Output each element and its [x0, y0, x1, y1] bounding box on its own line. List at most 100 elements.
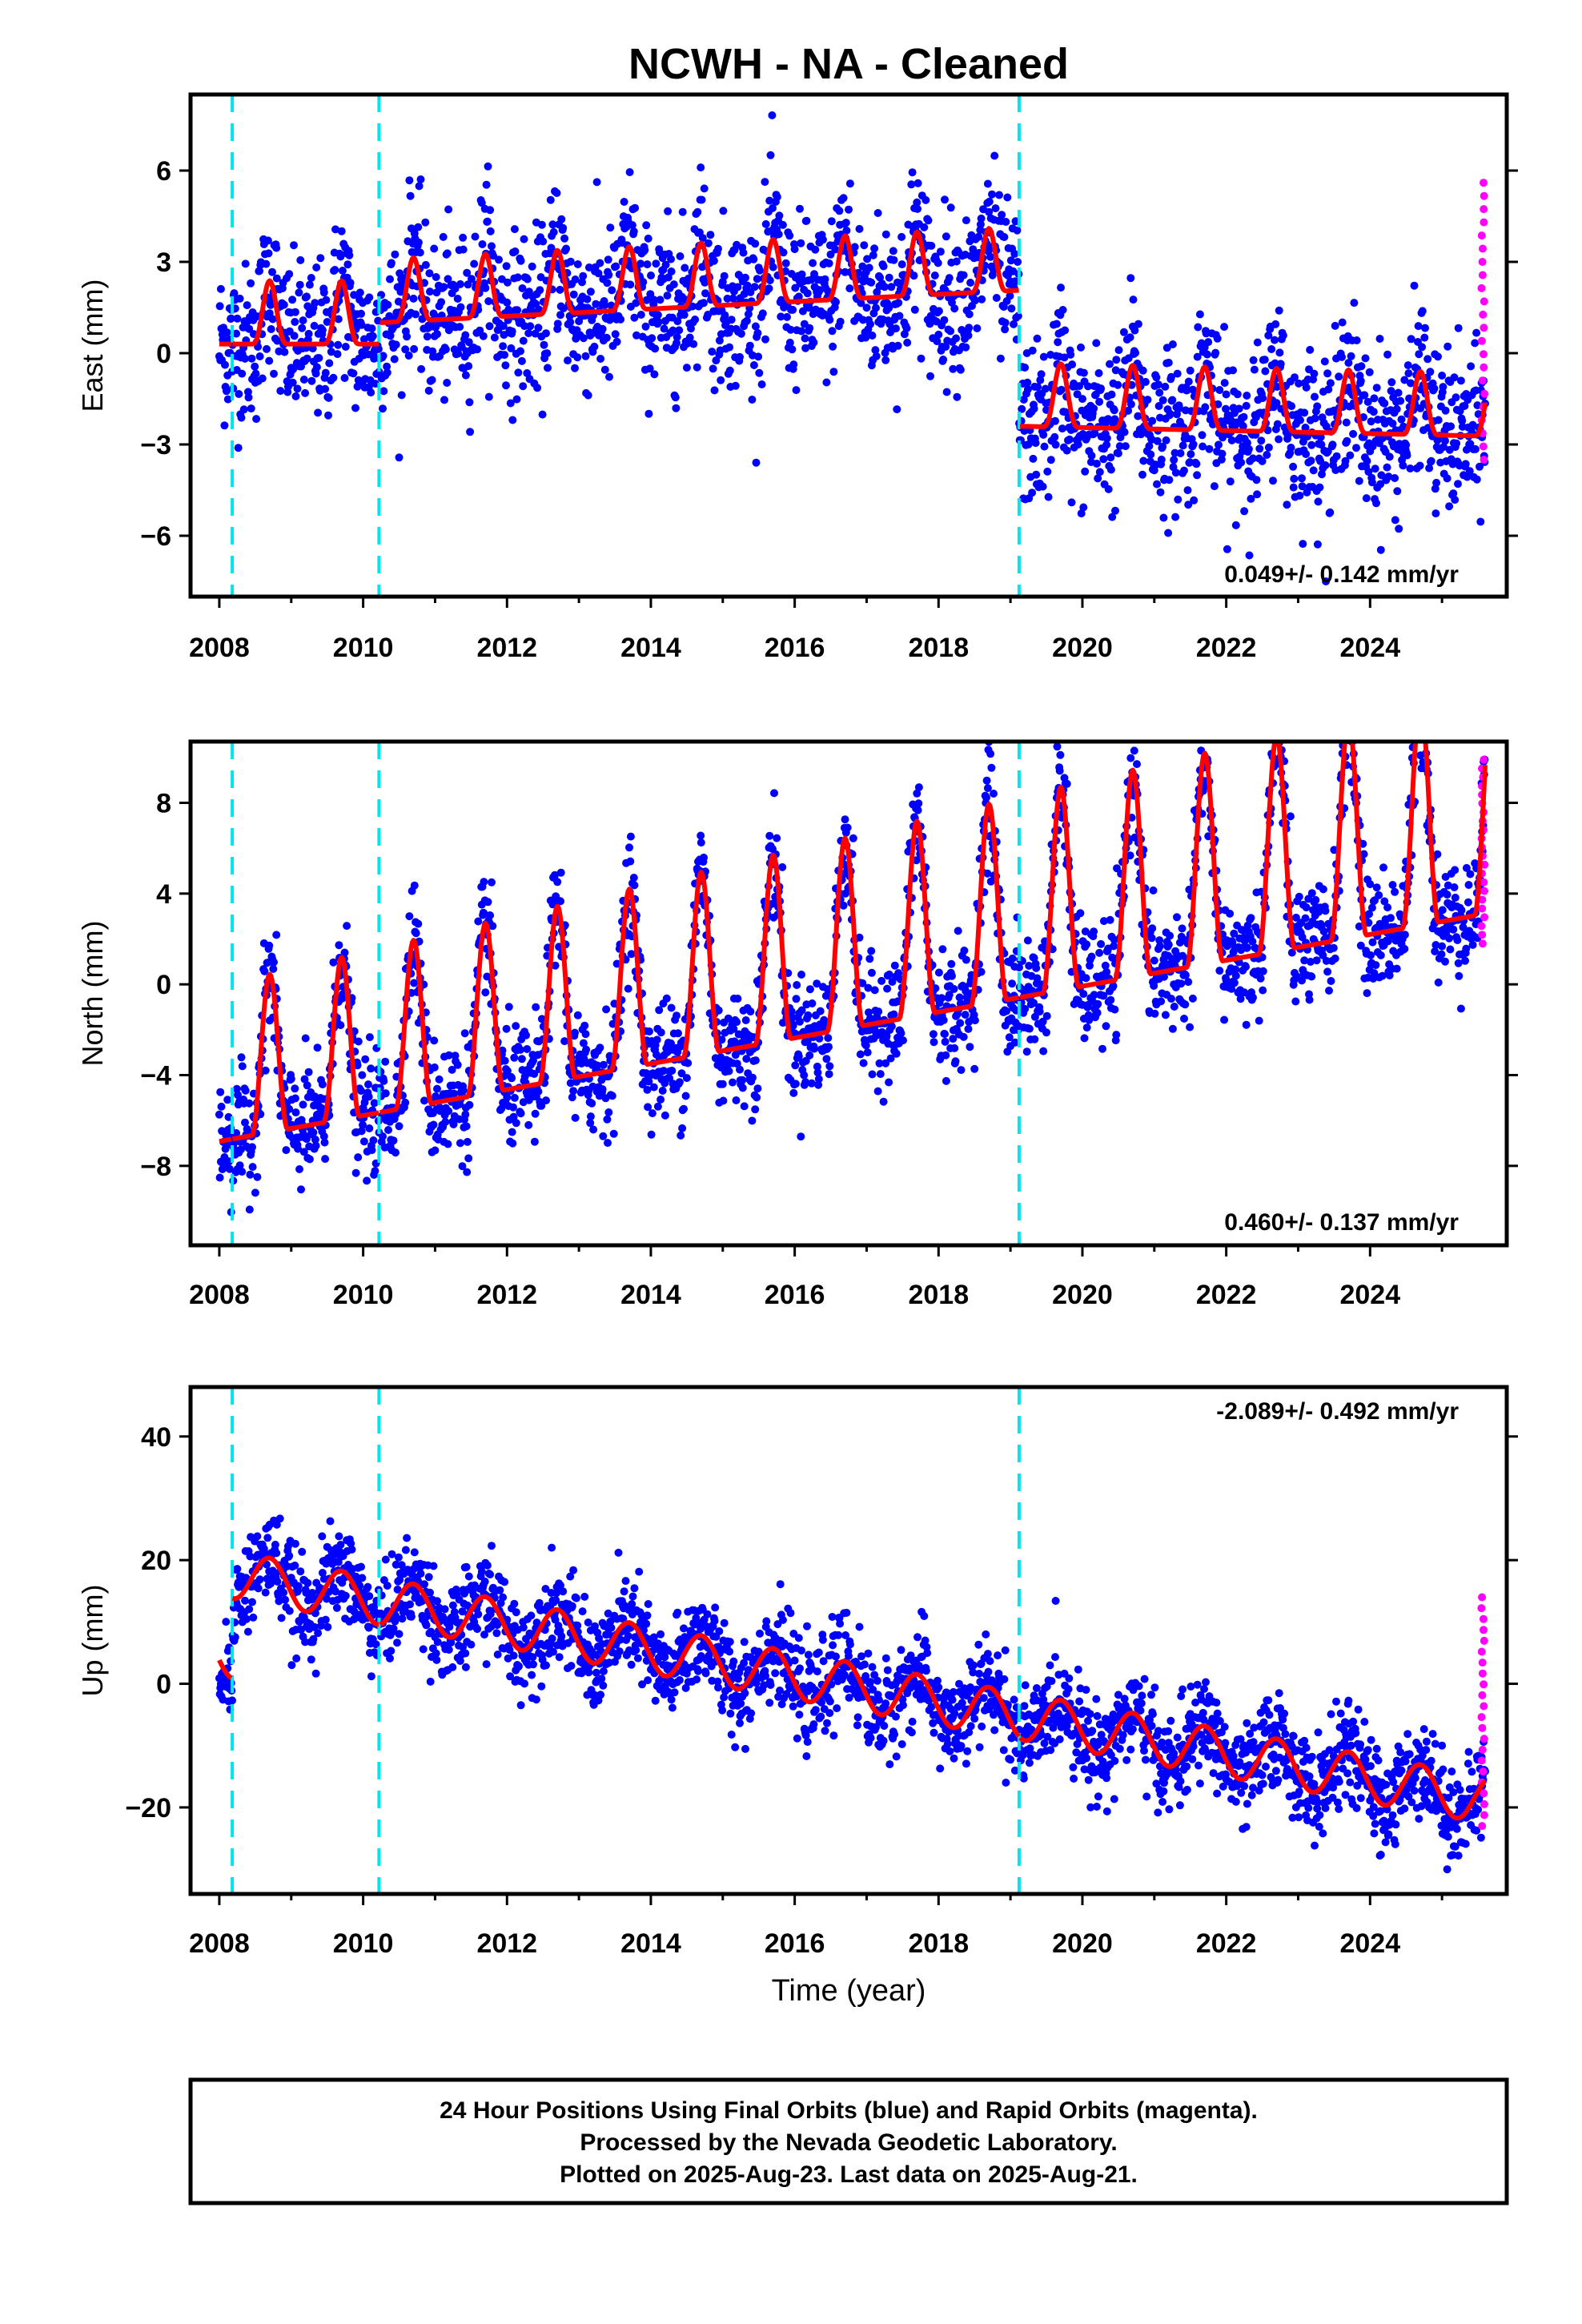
east-point [1458, 416, 1467, 425]
east-point [1092, 460, 1101, 468]
east-point [748, 396, 757, 404]
east-point [295, 288, 303, 297]
east-point [291, 308, 299, 316]
north-point [321, 1155, 330, 1164]
east-point [307, 376, 316, 385]
east-point [611, 330, 620, 339]
east-point [1153, 436, 1162, 445]
north-point [894, 969, 903, 978]
east-point [647, 271, 655, 279]
north-point [1344, 714, 1352, 722]
east-point [1044, 493, 1053, 501]
north-point [488, 878, 496, 887]
east-point [758, 309, 767, 318]
east-point [1306, 345, 1315, 354]
north-point [1321, 907, 1330, 915]
north-point [335, 941, 343, 950]
east-point [1068, 360, 1077, 369]
north-point [463, 1137, 472, 1146]
east-point [549, 227, 558, 236]
north-point [483, 972, 492, 981]
east-point [440, 283, 448, 292]
east-point [626, 280, 635, 289]
north-point [401, 1098, 410, 1107]
north-point [602, 1005, 611, 1014]
north-point [950, 985, 958, 993]
north-point [1076, 909, 1085, 918]
east-point [893, 341, 902, 350]
north-point [662, 994, 671, 1003]
east-point [1192, 460, 1201, 468]
north-point [1415, 708, 1423, 716]
north-point [465, 1100, 474, 1109]
east-point [719, 207, 728, 215]
east-point [365, 293, 374, 302]
east-point [959, 271, 968, 279]
north-point [1438, 942, 1447, 951]
east-point [516, 347, 524, 356]
east-point [1307, 440, 1316, 449]
east-point [412, 310, 420, 319]
east-point [942, 343, 950, 351]
north-point [405, 912, 414, 921]
north-point [821, 991, 830, 1000]
east-point [761, 178, 769, 187]
north-point [1062, 779, 1071, 788]
east-point [1465, 467, 1474, 476]
east-y-tick-label: 3 [156, 247, 171, 278]
east-point [395, 453, 404, 462]
north-point [788, 1013, 797, 1022]
east-point [303, 292, 311, 301]
east-point [318, 326, 327, 335]
east-point [714, 244, 722, 253]
east-point [789, 360, 798, 369]
east-point [331, 266, 339, 274]
north-point [1030, 1035, 1039, 1043]
north-point [299, 1148, 308, 1156]
north-point [678, 1124, 687, 1132]
east-point [765, 276, 774, 284]
east-point [1346, 451, 1355, 460]
east-point [444, 275, 452, 283]
east-point [749, 255, 758, 263]
east-point [600, 365, 609, 374]
north-point [644, 1103, 652, 1112]
east-point [1287, 444, 1295, 452]
east-point [1159, 513, 1168, 522]
east-point [1121, 442, 1130, 451]
east-point [526, 322, 535, 331]
north-point [604, 1108, 613, 1116]
north-point [1455, 971, 1464, 980]
north-point [1022, 1047, 1031, 1056]
east-point [693, 363, 701, 372]
north-point [448, 1065, 456, 1074]
north-point [773, 834, 781, 842]
east-point [825, 316, 834, 324]
east-point [1102, 434, 1111, 443]
north-point [508, 1139, 517, 1148]
east-point [1367, 417, 1375, 426]
north-point [1079, 990, 1088, 999]
east-point [1276, 360, 1285, 368]
north-point [714, 1006, 723, 1015]
east-point [536, 286, 544, 295]
north-point [749, 1073, 757, 1082]
north-point [431, 1146, 440, 1155]
north-point [598, 1085, 607, 1094]
north-point [241, 1086, 250, 1095]
north-point [677, 1069, 686, 1078]
east-point [1235, 404, 1243, 413]
east-rapid-point [1480, 456, 1488, 464]
north-point [947, 959, 956, 968]
north-point [512, 1022, 520, 1031]
east-point [766, 151, 775, 159]
north-point [1434, 978, 1443, 987]
east-point [234, 444, 243, 452]
north-point [874, 1007, 883, 1016]
east-point [644, 234, 652, 243]
east-point [887, 283, 896, 292]
east-point [1335, 372, 1343, 381]
north-point [430, 1063, 439, 1072]
east-point [673, 332, 681, 341]
north-point [816, 1007, 825, 1015]
